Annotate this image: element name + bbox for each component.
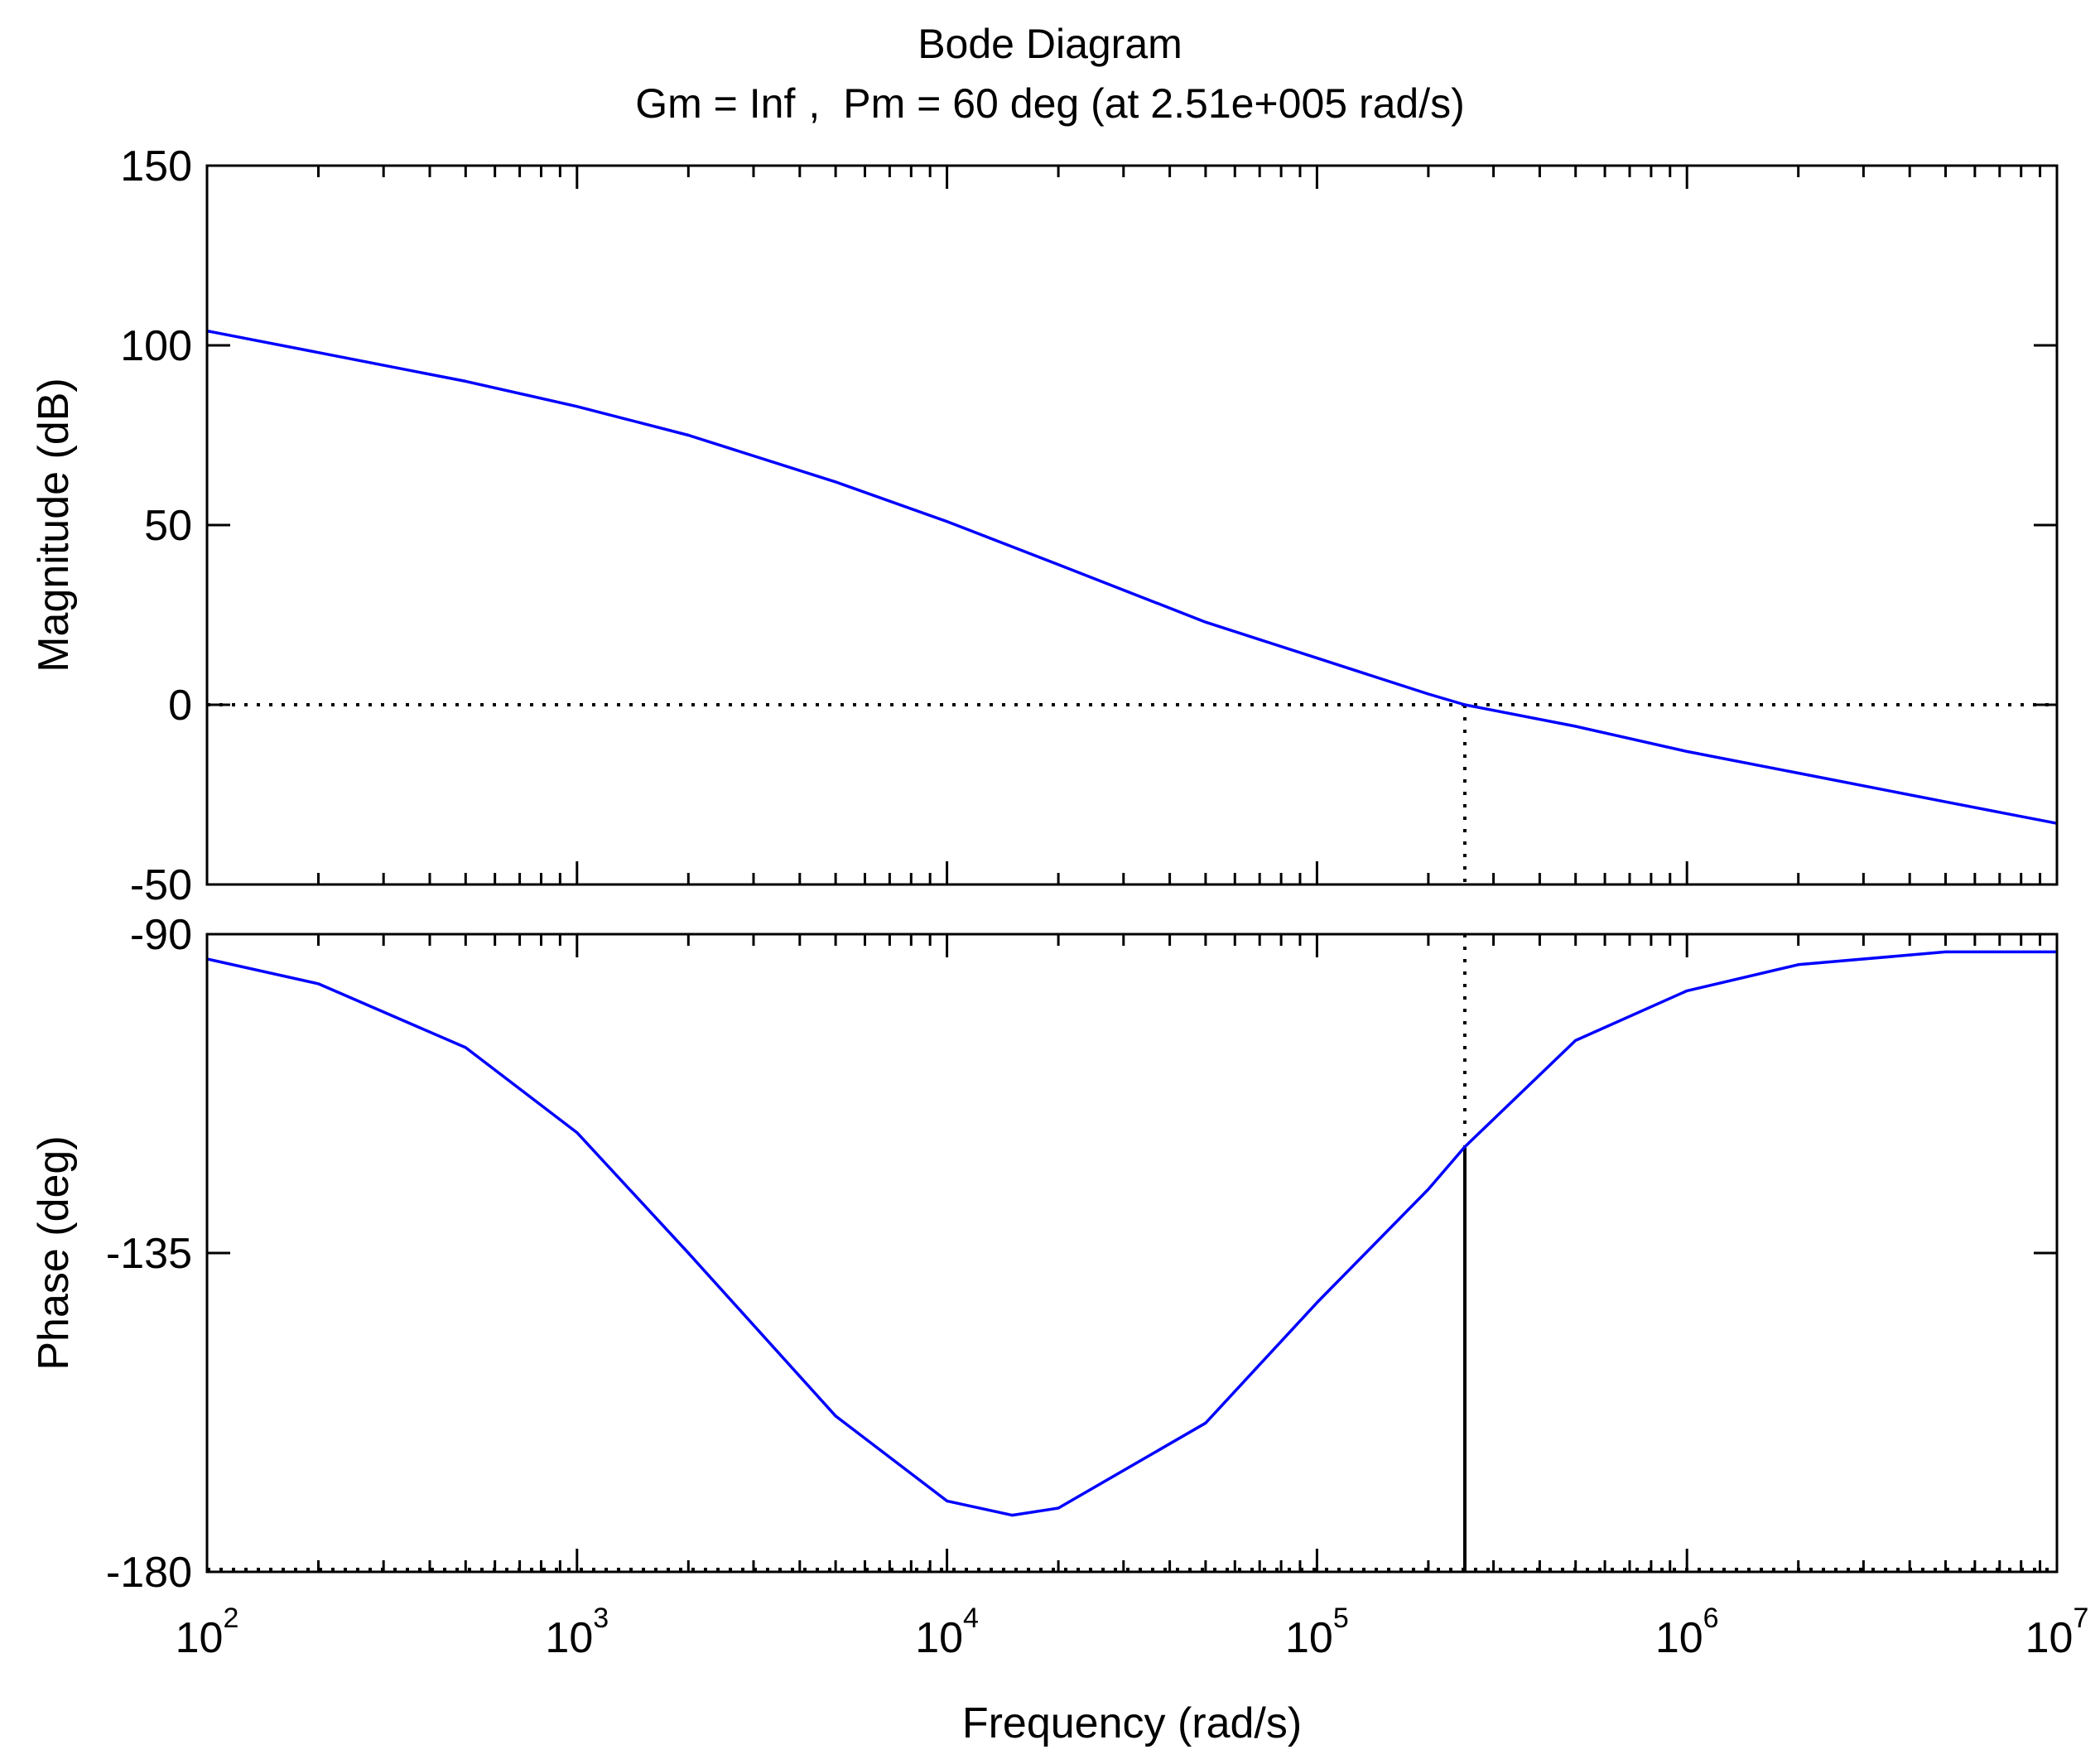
magnitude-ytick-labels: -50 0 50 100 150 xyxy=(120,142,192,909)
phase-ytick-labels: -180 -135 -90 xyxy=(106,911,192,1597)
phase-ytick-label: -90 xyxy=(130,911,192,959)
tick-exponent: 7 xyxy=(2073,1603,2088,1634)
magnitude-ticks xyxy=(205,164,2057,886)
frequency-xlabel: Frequency (rad/s) xyxy=(962,1699,1302,1747)
tick-exponent: 6 xyxy=(1703,1603,1719,1634)
chart-title: Bode Diagram xyxy=(918,21,1182,67)
tick-base: 10 xyxy=(176,1614,224,1662)
tick-exponent: 2 xyxy=(223,1603,238,1634)
magnitude-axes-frame xyxy=(205,164,2059,886)
frequency-tick-label: 103 xyxy=(545,1603,609,1662)
tick-exponent: 3 xyxy=(593,1603,609,1634)
gain-margin-text: Gm = Inf xyxy=(635,80,795,127)
magnitude-ylabel: Magnitude (dB) xyxy=(30,378,78,672)
frequency-tick-label: 102 xyxy=(176,1603,239,1662)
magnitude-ytick-label: 100 xyxy=(120,322,192,370)
magnitude-ytick-label: 0 xyxy=(168,682,192,730)
tick-base: 10 xyxy=(1285,1614,1333,1662)
tick-base: 10 xyxy=(545,1614,593,1662)
tick-base: 10 xyxy=(915,1614,963,1662)
tick-base: 10 xyxy=(1655,1614,1703,1662)
magnitude-panel: -50 0 50 100 150 Magnitude (dB) xyxy=(30,142,2059,909)
magnitude-curve xyxy=(206,329,2058,825)
phase-curve xyxy=(206,950,2057,1517)
frequency-tick-label: 106 xyxy=(1655,1603,1719,1662)
phase-ytick-label: -180 xyxy=(106,1549,192,1597)
frequency-tick-label: 105 xyxy=(1285,1603,1349,1662)
phase-panel: -180 -135 -90 Phase (deg) xyxy=(30,911,2059,1597)
tick-base: 10 xyxy=(2025,1614,2074,1662)
phase-margin-text: Pm = 60 deg (at 2.51e+005 rad/s) xyxy=(843,80,1465,127)
phase-ylabel: Phase (deg) xyxy=(30,1135,78,1370)
subtitle-separator: , xyxy=(808,80,820,127)
tick-exponent: 4 xyxy=(963,1603,979,1634)
phase-ytick-label: -135 xyxy=(106,1230,192,1278)
frequency-tick-label: 104 xyxy=(915,1603,979,1662)
tick-exponent: 5 xyxy=(1333,1603,1349,1634)
chart-subtitle: Gm = Inf, Pm = 60 deg (at 2.51e+005 rad/s… xyxy=(635,80,1465,127)
frequency-tick-labels: 102 103 104 105 106 107 xyxy=(176,1603,2089,1662)
magnitude-ytick-label: 50 xyxy=(144,502,192,550)
magnitude-ytick-label: -50 xyxy=(130,861,192,909)
frequency-tick-label: 107 xyxy=(2025,1603,2089,1662)
phase-axes-frame xyxy=(205,933,2059,1574)
phase-ticks xyxy=(205,933,2057,1574)
magnitude-ytick-label: 150 xyxy=(120,142,192,190)
